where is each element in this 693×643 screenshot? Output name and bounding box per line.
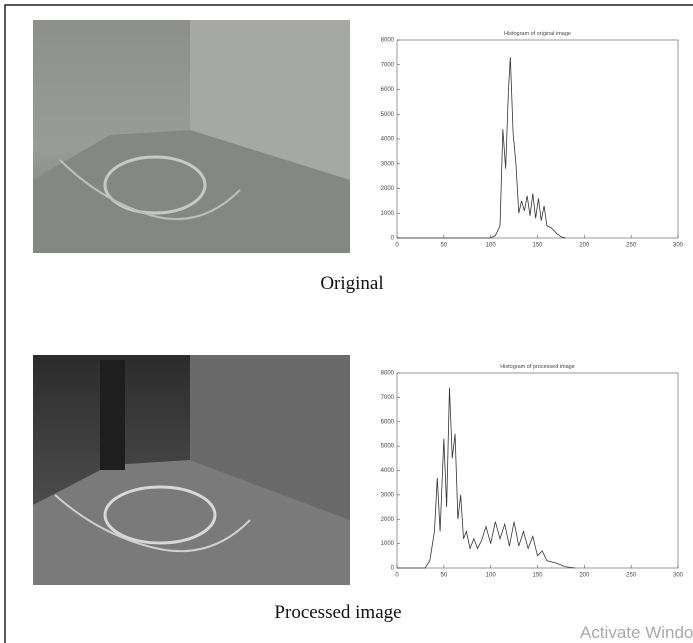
caption: Original: [320, 273, 383, 294]
x-tick-label: 250: [626, 243, 637, 249]
y-tick-label: 7000: [381, 62, 395, 68]
y-tick-label: 5000: [381, 444, 395, 450]
x-tick-label: 0: [395, 573, 399, 579]
chart-title: Histogram of processed image: [500, 364, 575, 370]
y-tick-label: 4000: [381, 137, 395, 143]
y-tick-label: 8000: [381, 38, 395, 44]
x-tick-label: 50: [440, 573, 447, 579]
original-photo: [33, 20, 350, 253]
x-tick-label: 100: [486, 573, 497, 579]
x-tick-label: 150: [532, 243, 543, 249]
x-tick-label: 200: [579, 573, 590, 579]
y-tick-label: 8000: [381, 371, 395, 377]
processed-photo: [33, 355, 350, 585]
y-tick-label: 2000: [381, 517, 395, 523]
x-tick-label: 250: [626, 573, 637, 579]
y-tick-label: 1000: [381, 211, 395, 217]
y-tick-label: 1000: [381, 541, 395, 547]
y-tick-label: 7000: [381, 395, 395, 401]
y-tick-label: 3000: [381, 161, 395, 167]
y-tick-label: 6000: [381, 419, 395, 425]
plot-area: [397, 40, 678, 238]
x-tick-label: 300: [673, 243, 684, 249]
y-tick-label: 4000: [381, 468, 395, 474]
y-tick-label: 0: [391, 566, 395, 572]
y-tick-label: 6000: [381, 87, 395, 93]
chart-title: Histogram of original image: [504, 31, 571, 37]
y-tick-label: 5000: [381, 112, 395, 118]
x-tick-label: 50: [440, 243, 447, 249]
x-tick-label: 200: [579, 243, 590, 249]
page: Original Processed image Activate Windo …: [0, 0, 693, 643]
y-tick-label: 3000: [381, 492, 395, 498]
y-tick-label: 0: [391, 236, 395, 242]
y-tick-label: 2000: [381, 186, 395, 192]
plot-area: [397, 373, 678, 568]
watermark: Activate Windo: [580, 623, 693, 642]
caption: Processed image: [274, 602, 401, 623]
x-tick-label: 100: [486, 243, 497, 249]
figure: Original Processed image Activate Windo …: [0, 0, 693, 643]
x-tick-label: 300: [673, 573, 684, 579]
x-tick-label: 0: [395, 243, 399, 249]
x-tick-label: 150: [532, 573, 543, 579]
